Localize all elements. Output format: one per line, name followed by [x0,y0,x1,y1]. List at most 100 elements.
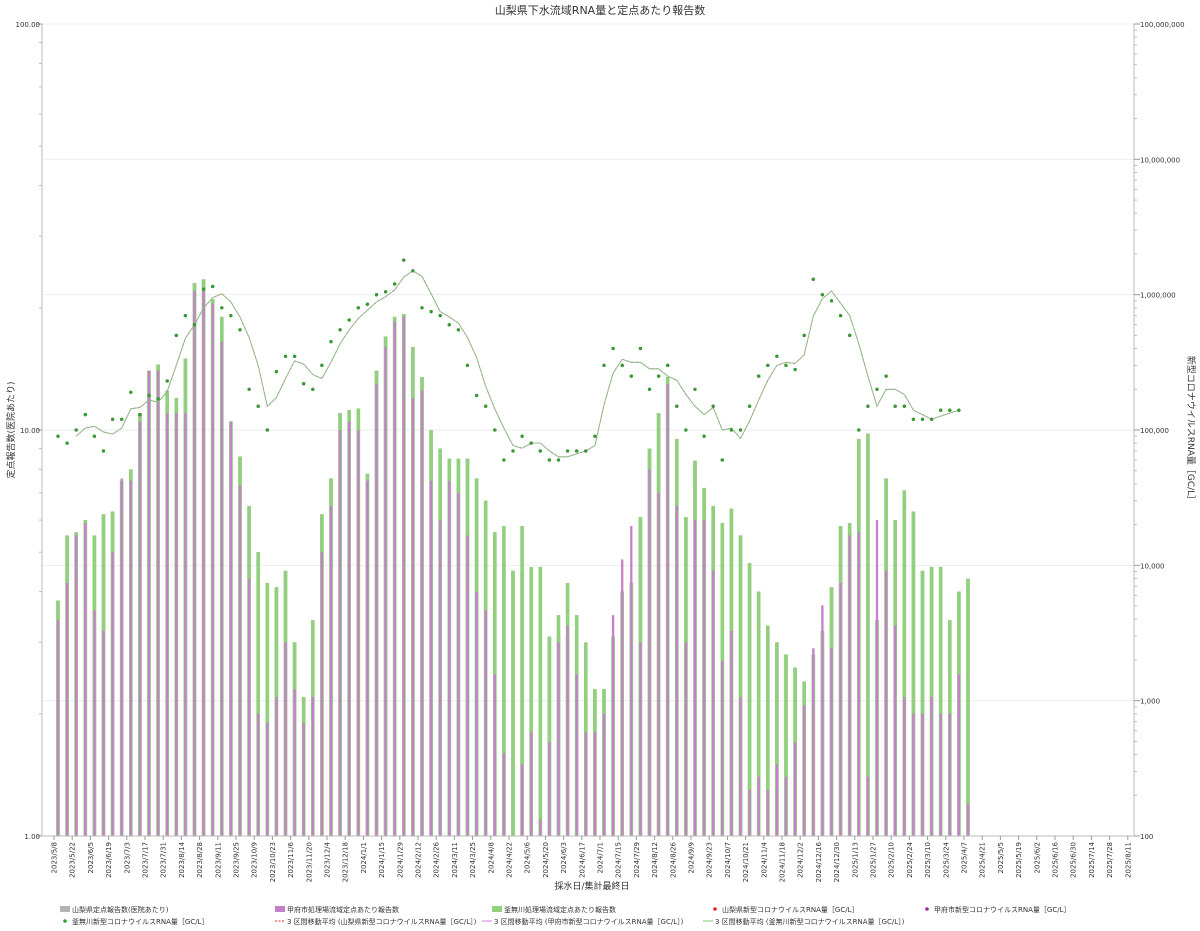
point-kamanashi [438,314,442,318]
bar-kofu [903,696,906,836]
bar-kamanashi [520,526,524,836]
bar-kamanashi [256,552,260,836]
point-kamanashi [129,390,133,394]
bar-kamanashi [966,578,970,836]
point-kamanashi [120,417,124,421]
gridlines [42,23,1134,837]
point-kamanashi [866,404,870,408]
right-axis-ticks: 100 1,000 10,000 100,000 1,000,000 10,000,000… [1134,21,1185,841]
legend-label: 3 区間移動平均 (釜無川新型コロナウイルスRNA量［GC/L］) [715,917,905,926]
bar-kofu [420,390,424,836]
bar-kofu [748,789,751,836]
point-kamanashi [211,284,215,289]
right-tick-label: 100 [1140,833,1153,841]
point-kamanashi [484,404,488,408]
bar-kofu [375,383,378,836]
bar-kofu [912,713,915,836]
x-tick-label: 2024/11/4 [760,841,768,877]
x-tick-label: 2025/6/30 [1070,842,1078,878]
bar-kofu [475,591,478,836]
point-kamanashi [302,382,306,386]
moving-average-layer [75,270,960,458]
bar-kofu [666,383,669,836]
bar-kofu [166,413,169,836]
bar-kofu [348,421,351,836]
bar-kamanashi [866,433,870,836]
right-tick-label: 10,000 [1140,562,1165,570]
point-kamanashi [520,434,524,438]
point-kamanashi [757,374,761,378]
point-kamanashi [666,363,670,367]
bar-kofu [247,578,251,836]
bar-kofu [320,552,324,836]
point-kamanashi [202,287,206,291]
point-kamanashi [675,404,679,408]
legend-swatch [275,906,285,912]
point-kamanashi [447,323,451,327]
right-tick-label: 100,000,000 [1140,21,1185,29]
bar-kofu [329,505,333,836]
point-kamanashi [611,346,615,351]
point-kamanashi [229,314,233,318]
bar-kamanashi [265,582,270,836]
bar-kofu [229,421,233,836]
x-tick-label: 2024/5/6 [524,841,532,873]
point-kamanashi [829,299,834,303]
bar-kofu [293,689,296,836]
bar-kofu [302,722,305,836]
point-kamanashi [930,417,934,421]
x-tick-label: 2024/4/22 [506,842,514,878]
point-kamanashi [456,328,460,332]
bar-kofu [557,642,560,836]
legend-label: 山梨県新型コロナウイルスRNA量［GC/L］ [722,905,858,914]
x-tick-label: 2024/6/3 [560,842,568,873]
point-kamanashi [775,354,779,358]
point-kamanashi [256,404,260,408]
point-kamanashi [638,346,643,351]
y-axis-left-label: 定点報告数(医院あたり) [5,381,17,478]
point-kamanashi [138,413,142,417]
point-kamanashi [848,333,852,337]
x-tick-label: 2024/2/26 [433,841,441,877]
bar-kofu [684,642,688,836]
bar-kofu [848,535,851,836]
bar-kofu [284,642,287,836]
bar-kofu [784,776,788,836]
x-tick-label: 2023/7/17 [142,842,150,878]
x-tick-label: 2023/8/28 [196,842,204,878]
point-kamanashi [475,393,479,398]
bar-kofu [202,290,205,836]
bar-kofu [238,485,242,836]
x-tick-label: 2024/8/26 [669,841,677,877]
bar-kofu [102,630,105,836]
bar-kofu [866,776,870,836]
bar-kofu [775,764,779,836]
point-kamanashi [802,333,806,337]
legend-swatch [492,906,502,912]
bar-kofu [921,713,924,836]
point-kamanashi [274,370,278,374]
point-kamanashi [657,374,661,378]
bar-kofu [211,303,214,836]
point-kamanashi [875,387,879,391]
point-kamanashi [283,354,288,358]
point-kamanashi [602,363,606,367]
x-tick-label: 2024/1/29 [396,842,404,878]
bar-kamanashi [747,563,752,836]
x-tick-label: 2023/12/18 [342,842,350,882]
bar-kofu [366,480,369,836]
legend-marker [925,907,929,911]
point-kamanashi [56,434,60,438]
x-tick-label: 2024/7/15 [615,842,623,878]
legend-item: 3 区間移動平均 (山梨県新型コロナウイルスRNA量［GC/L］) [275,917,477,926]
x-tick-label: 2024/1/15 [378,842,386,878]
x-tick-label: 2024/2/12 [415,842,423,878]
bar-kofu [639,642,642,836]
left-tick-label: 100.00 [16,21,41,29]
bar-kofu [721,660,724,836]
bar-kofu [539,819,542,836]
point-kamanashi [320,363,324,367]
legend-label: 甲府市処理場流域定点あたり報告数 [287,905,399,914]
point-kamanashi [502,458,506,462]
